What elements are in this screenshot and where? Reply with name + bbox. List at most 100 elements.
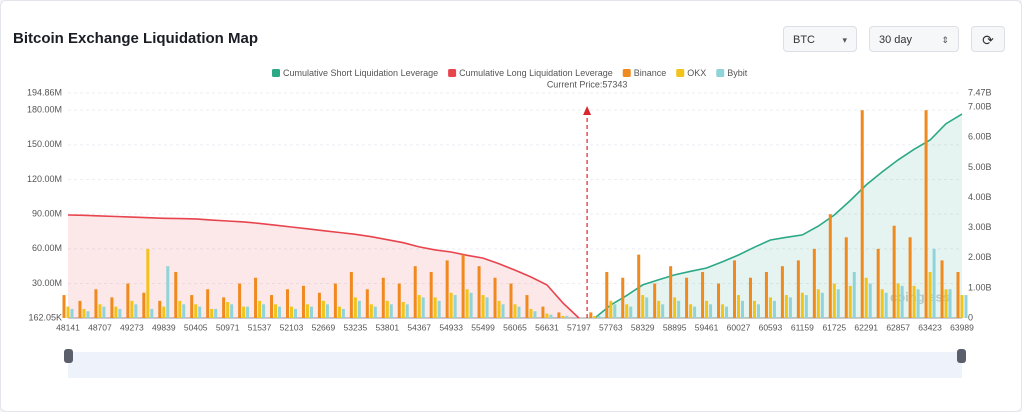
period-select[interactable]: 30 day ⇕: [869, 26, 959, 52]
range-slider[interactable]: [68, 352, 962, 378]
bar: [709, 304, 713, 318]
bar: [784, 295, 788, 318]
bar: [309, 306, 313, 318]
bar: [832, 283, 836, 318]
bar: [645, 297, 649, 318]
x-tick-label: 50971: [216, 322, 240, 332]
x-tick-label: 60593: [759, 322, 783, 332]
coin-select[interactable]: BTC ▾: [783, 26, 857, 52]
refresh-button[interactable]: ⟳: [971, 26, 1005, 52]
x-tick-label: 49839: [152, 322, 176, 332]
bar: [884, 292, 888, 318]
bar: [848, 285, 852, 318]
bar: [605, 271, 609, 318]
bar: [158, 300, 162, 318]
bar: [78, 300, 82, 318]
bar: [876, 248, 880, 318]
bar: [82, 308, 86, 318]
x-tick-label: 51537: [248, 322, 272, 332]
bar: [733, 260, 736, 318]
legend-label: Bybit: [727, 68, 748, 78]
x-tick-label: 54367: [407, 322, 431, 332]
bar: [796, 260, 800, 318]
bar: [916, 289, 920, 318]
bar: [812, 248, 816, 318]
line: [594, 113, 963, 319]
bar: [964, 295, 968, 318]
bar: [286, 289, 289, 318]
bar: [134, 304, 138, 318]
bar: [493, 277, 497, 318]
y2-tick-label: 0: [968, 312, 973, 322]
bar: [900, 285, 904, 318]
bar: [525, 295, 529, 318]
bar: [333, 283, 337, 318]
bar: [828, 214, 832, 318]
caret: ⇕: [941, 35, 949, 45]
y2-tick-label: 2.00B: [968, 252, 992, 262]
bar: [485, 297, 489, 318]
bar: [673, 297, 677, 318]
x-tick-label: 54933: [439, 322, 463, 332]
y-tick-label: 194.86M: [27, 87, 62, 97]
bar: [210, 308, 214, 318]
bar: [748, 277, 752, 318]
legend-label: Cumulative Long Liquidation Leverage: [459, 68, 613, 78]
bar: [657, 300, 661, 318]
bar: [118, 308, 122, 318]
bar: [924, 110, 928, 318]
bar: [341, 308, 345, 318]
y2-tick-label: 7.00B: [968, 102, 992, 112]
x-tick-label: 56065: [503, 322, 527, 332]
legend-swatch: [272, 69, 280, 77]
y-tick-label: 150.00M: [27, 139, 62, 149]
bar: [788, 297, 792, 318]
bar: [337, 306, 341, 318]
bar: [677, 300, 681, 318]
bar: [561, 315, 565, 318]
bar: [461, 254, 465, 318]
bar: [764, 271, 768, 318]
legend-label: OKX: [687, 68, 706, 78]
slider-handle[interactable]: [957, 349, 966, 363]
slider-handle[interactable]: [64, 349, 73, 363]
legend-label: Cumulative Short Liquidation Leverage: [283, 68, 438, 78]
bar: [114, 306, 118, 318]
bar: [325, 304, 329, 318]
bar: [230, 304, 234, 318]
bar: [513, 304, 517, 318]
legend-swatch: [448, 69, 457, 77]
bar: [294, 308, 297, 318]
page-title: Bitcoin Exchange Liquidation Map: [13, 30, 259, 47]
y-tick-label: 162.05K: [28, 312, 62, 322]
bar: [509, 283, 513, 318]
bar: [868, 283, 872, 318]
bar: [772, 300, 776, 318]
bar: [912, 285, 916, 318]
bar: [860, 110, 864, 318]
bar: [110, 297, 114, 318]
period-value: 30 day: [879, 34, 913, 46]
bar: [385, 300, 389, 318]
bar: [960, 295, 964, 318]
current-price-label: Current Price:57343: [547, 79, 628, 89]
bar: [597, 315, 601, 318]
bar: [741, 300, 744, 318]
bar: [246, 306, 250, 318]
bar: [956, 271, 960, 318]
x-tick-label: 62291: [854, 322, 878, 332]
line: [67, 214, 580, 319]
bar: [768, 297, 772, 318]
bar: [844, 237, 848, 318]
x-tick-label: 57197: [567, 322, 591, 332]
bar: [625, 304, 629, 318]
bar: [804, 295, 808, 318]
bar: [896, 283, 900, 318]
x-tick-label: 63989: [950, 322, 974, 332]
bar: [641, 295, 645, 318]
bar: [301, 285, 305, 318]
coin-value: BTC: [793, 34, 815, 46]
bar: [565, 315, 569, 318]
bar: [541, 306, 545, 318]
bar: [705, 300, 709, 318]
